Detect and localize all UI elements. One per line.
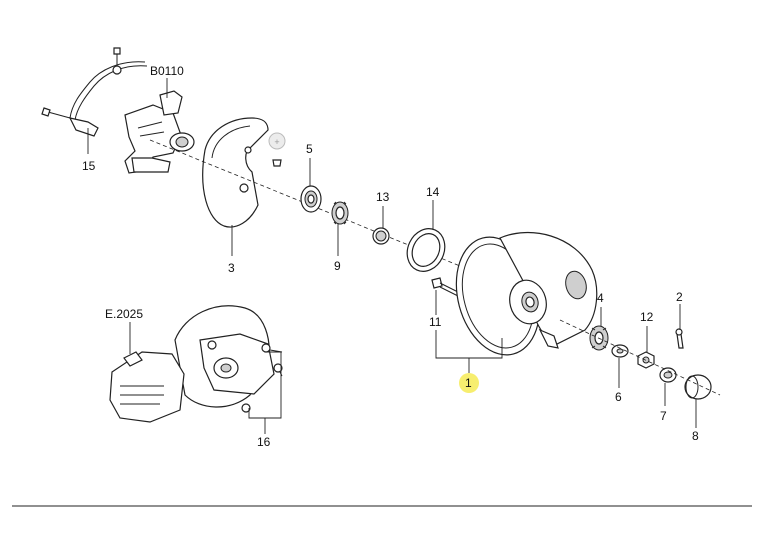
svg-text:+: + <box>274 137 279 147</box>
dust-cap[interactable] <box>684 374 712 400</box>
callout-1[interactable]: 1 <box>465 376 472 390</box>
callout-7[interactable]: 7 <box>660 409 667 423</box>
callout-15[interactable]: 15 <box>82 159 96 173</box>
callout-4[interactable]: 4 <box>597 291 604 305</box>
dust-shield[interactable] <box>202 117 269 228</box>
brake-caliper-assembly[interactable] <box>109 305 283 423</box>
highlight-marker <box>459 373 479 393</box>
nut-retainer[interactable] <box>659 367 677 383</box>
callout-5[interactable]: 5 <box>306 142 313 156</box>
thrust-washer[interactable] <box>611 344 629 358</box>
callout-8[interactable]: 8 <box>692 429 699 443</box>
hub-seal-ring[interactable] <box>400 222 451 277</box>
steering-knuckle[interactable] <box>124 90 195 174</box>
cotter-pin[interactable] <box>675 328 684 349</box>
callout-13[interactable]: 13 <box>376 190 390 204</box>
callout-12[interactable]: 12 <box>640 310 654 324</box>
reference-label-b0110[interactable]: B0110 <box>150 64 184 78</box>
wheel-stud[interactable] <box>431 277 459 297</box>
callout-9[interactable]: 9 <box>334 259 341 273</box>
shield-bolt[interactable]: + <box>268 132 286 167</box>
leader-lines <box>87 78 697 434</box>
inner-seal[interactable] <box>300 185 322 213</box>
callout-3[interactable]: 3 <box>228 261 235 275</box>
abs-sensor-cable[interactable] <box>41 47 148 137</box>
axis-line-lower <box>559 319 721 396</box>
callout-2[interactable]: 2 <box>676 290 683 304</box>
brake-disc-hub[interactable] <box>444 228 598 365</box>
reference-label-e2025[interactable]: E.2025 <box>105 307 143 321</box>
callout-14[interactable]: 14 <box>426 185 440 199</box>
bearing-race-inner[interactable] <box>372 227 390 245</box>
callout-11[interactable]: 11 <box>429 315 442 329</box>
callout-16[interactable]: 16 <box>257 435 271 449</box>
callout-6[interactable]: 6 <box>615 390 622 404</box>
inner-bearing[interactable] <box>331 201 349 225</box>
